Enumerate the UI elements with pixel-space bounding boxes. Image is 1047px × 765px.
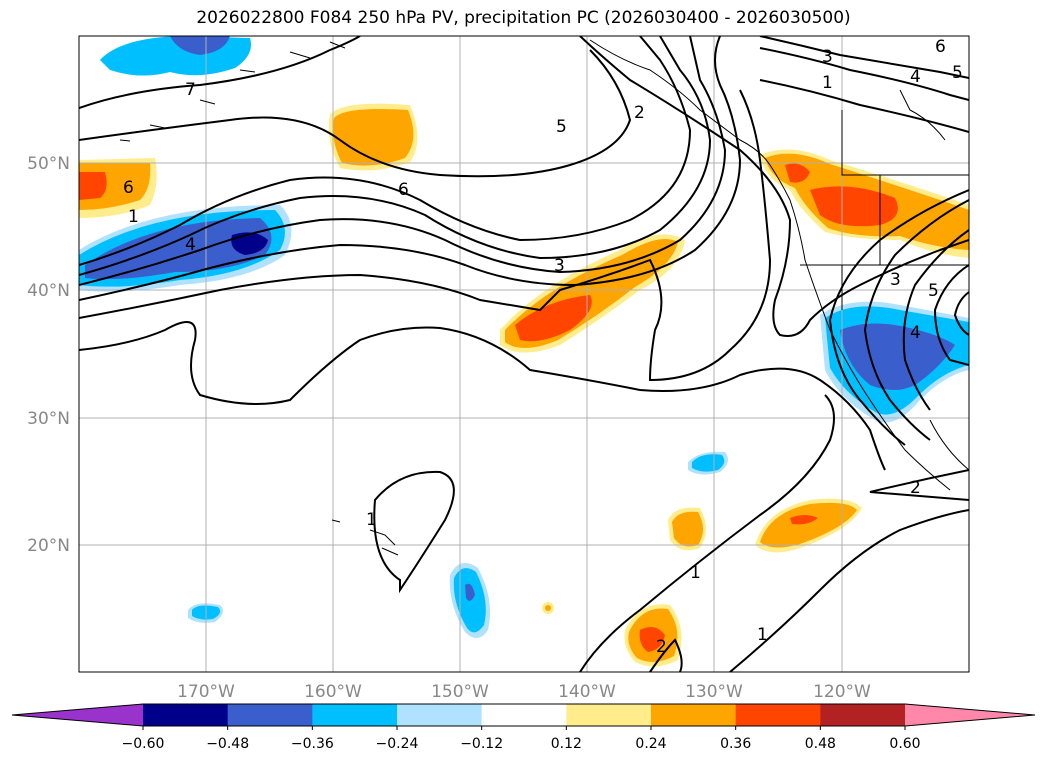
colorbar-segment — [312, 704, 398, 726]
colorbar-tick-label: 0.48 — [805, 736, 836, 752]
contour-label: 2 — [634, 103, 645, 123]
precip-pos-area — [785, 163, 810, 183]
colorbar-tick-label: 0.12 — [551, 736, 582, 752]
pv-contours — [79, 36, 969, 672]
contour-label: 3 — [554, 256, 565, 276]
precip-pos-area — [810, 186, 898, 227]
contour-label: 6 — [398, 180, 409, 200]
contour-label: 6 — [123, 178, 134, 198]
map-background — [79, 36, 969, 672]
contour-label: 1 — [757, 625, 768, 645]
contour-label: 2 — [910, 478, 921, 498]
colorbar-extend-max — [905, 704, 1035, 726]
precip-pos-area — [515, 295, 592, 342]
latitude-labels: 50°N 40°N 30°N 20°N — [27, 154, 70, 556]
contour-label: 3 — [890, 270, 901, 290]
colorbar-tick-label: 0.36 — [720, 736, 751, 752]
precip-pos-area — [333, 109, 414, 166]
precip-neg-area — [170, 36, 230, 55]
colorbar-segment — [820, 704, 906, 726]
contour-label: 5 — [556, 117, 567, 137]
colorbar-extend-min — [12, 704, 143, 726]
lat-label: 20°N — [27, 536, 70, 556]
lon-label: 130°W — [685, 682, 743, 702]
precip-neg-area — [465, 583, 475, 601]
colorbar-tick-label: −0.48 — [206, 736, 249, 752]
contour-label: 3 — [822, 47, 833, 67]
colorbar-segment — [227, 704, 313, 726]
colorbar-tick-label: −0.24 — [376, 736, 419, 752]
lat-label: 40°N — [27, 281, 70, 301]
precip-pos-area — [672, 511, 703, 547]
precip-neg-area — [692, 454, 725, 472]
lon-label: 170°W — [177, 682, 235, 702]
contour-label: 6 — [935, 37, 946, 57]
lat-label: 30°N — [27, 409, 70, 429]
contour-label: 4 — [910, 323, 921, 343]
precip-pos-area — [639, 626, 665, 652]
colorbar-tick-label: −0.60 — [122, 736, 165, 752]
contour-label: 1 — [690, 563, 701, 583]
lon-label: 120°W — [813, 682, 871, 702]
precip-neg-area — [231, 232, 268, 255]
precip-pos-area — [545, 605, 551, 611]
lon-label: 150°W — [431, 682, 489, 702]
map-frame — [78, 35, 970, 673]
contour-label: 5 — [928, 281, 939, 301]
colorbar-tick-label: −0.12 — [460, 736, 503, 752]
pv-contour-labels: 7 6 1 4 6 5 3 2 3 1 4 5 6 3 4 5 2 1 1 1 … — [123, 37, 963, 657]
contour-label: 2 — [656, 637, 667, 657]
precip-neg-area — [840, 323, 955, 390]
contour-label: 4 — [185, 235, 196, 255]
colorbar-segment — [481, 704, 567, 726]
colorbar-segment — [397, 704, 483, 726]
longitude-labels: 170°W 160°W 150°W 140°W 130°W 120°W — [177, 682, 871, 702]
colorbar-segment — [735, 704, 821, 726]
precip-pos-area — [790, 515, 818, 525]
contour-label: 1 — [366, 510, 377, 530]
contour-label: 7 — [185, 80, 196, 100]
colorbar-segment — [566, 704, 652, 726]
colorbar: −0.60 −0.48 −0.36 −0.24 −0.12 0.12 0.24 0.36 0.4… — [11, 703, 1036, 752]
contour-label: 1 — [128, 207, 139, 227]
map-title: 2026022800 F084 250 hPa PV, precipitatio… — [196, 8, 851, 28]
precip-pos-area — [79, 172, 107, 200]
lon-label: 160°W — [304, 682, 362, 702]
lon-label: 140°W — [558, 682, 616, 702]
contour-label: 5 — [952, 63, 963, 83]
colorbar-tick-label: 0.24 — [635, 736, 666, 752]
colorbar-segment — [651, 704, 737, 726]
colorbar-segment — [143, 704, 229, 726]
colorbar-tick-label: −0.36 — [291, 736, 334, 752]
colorbar-tick-label: 0.60 — [889, 736, 920, 752]
contour-label: 1 — [822, 73, 833, 93]
precip-pos-area — [760, 502, 857, 548]
contour-label: 4 — [910, 67, 921, 87]
lat-label: 50°N — [27, 154, 70, 174]
